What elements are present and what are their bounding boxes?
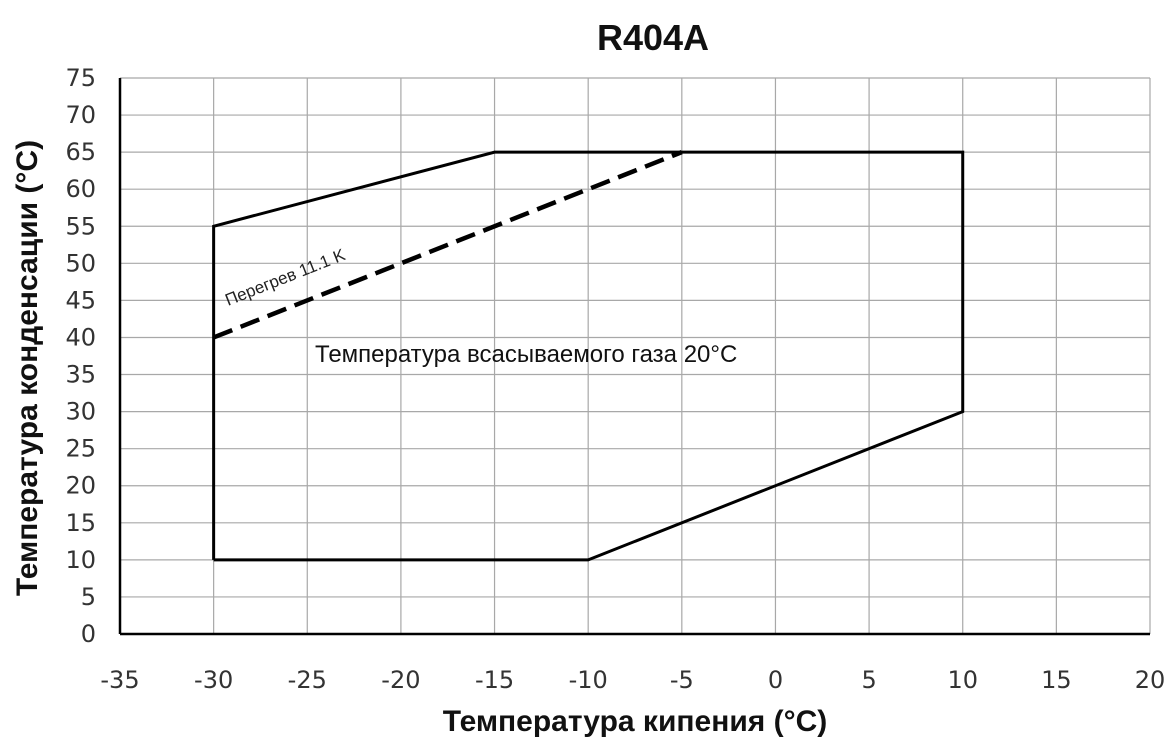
y-tick-label: 60: [65, 175, 96, 203]
x-tick-label: -30: [194, 666, 233, 694]
y-tick-labels: 0 5 10 15 20 25 30 35 40 45 50 55 60 65 70 75: [65, 64, 96, 648]
y-tick-label: 30: [65, 398, 96, 426]
y-tick-label: 5: [81, 583, 96, 611]
x-axis-label: Температура кипения (°C): [443, 705, 828, 738]
x-tick-label: -25: [288, 666, 327, 694]
y-tick-label: 15: [65, 509, 96, 537]
y-tick-label: 25: [65, 435, 96, 463]
x-tick-labels: -35 -30 -25 -20 -15 -10 -5 0 5 10 15 20: [100, 666, 1165, 694]
grid: [120, 77, 1151, 634]
x-tick-label: 15: [1041, 666, 1072, 694]
y-axis-label: Температура конденсации (°C): [11, 140, 44, 596]
y-tick-label: 65: [65, 138, 96, 166]
y-tick-label: 20: [65, 472, 96, 500]
series-envelope: [212, 150, 965, 562]
y-tick-label: 75: [65, 64, 96, 92]
y-tick-label: 50: [65, 249, 96, 277]
x-tick-label: 0: [768, 666, 783, 694]
x-tick-label: -20: [381, 666, 420, 694]
y-tick-label: 55: [65, 212, 96, 240]
x-tick-label: 20: [1135, 666, 1166, 694]
chart-title: R404A: [597, 17, 709, 58]
y-tick-label: 70: [65, 101, 96, 129]
y-tick-label: 10: [65, 546, 96, 574]
series-layer: [212, 150, 965, 562]
y-tick-label: 45: [65, 286, 96, 314]
x-tick-label: -15: [475, 666, 514, 694]
x-tick-label: 5: [861, 666, 876, 694]
x-tick-label: -5: [670, 666, 694, 694]
annotation-suction-gas: Температура всасываемого газа 20°C: [315, 341, 737, 368]
y-tick-label: 40: [65, 323, 96, 351]
axes: [118, 78, 1150, 636]
x-tick-label: -10: [569, 666, 608, 694]
y-tick-label: 35: [65, 361, 96, 389]
series-superheat-line: [212, 150, 683, 340]
y-tick-label: 0: [81, 620, 96, 648]
x-tick-label: -35: [100, 666, 139, 694]
x-tick-label: 10: [947, 666, 978, 694]
